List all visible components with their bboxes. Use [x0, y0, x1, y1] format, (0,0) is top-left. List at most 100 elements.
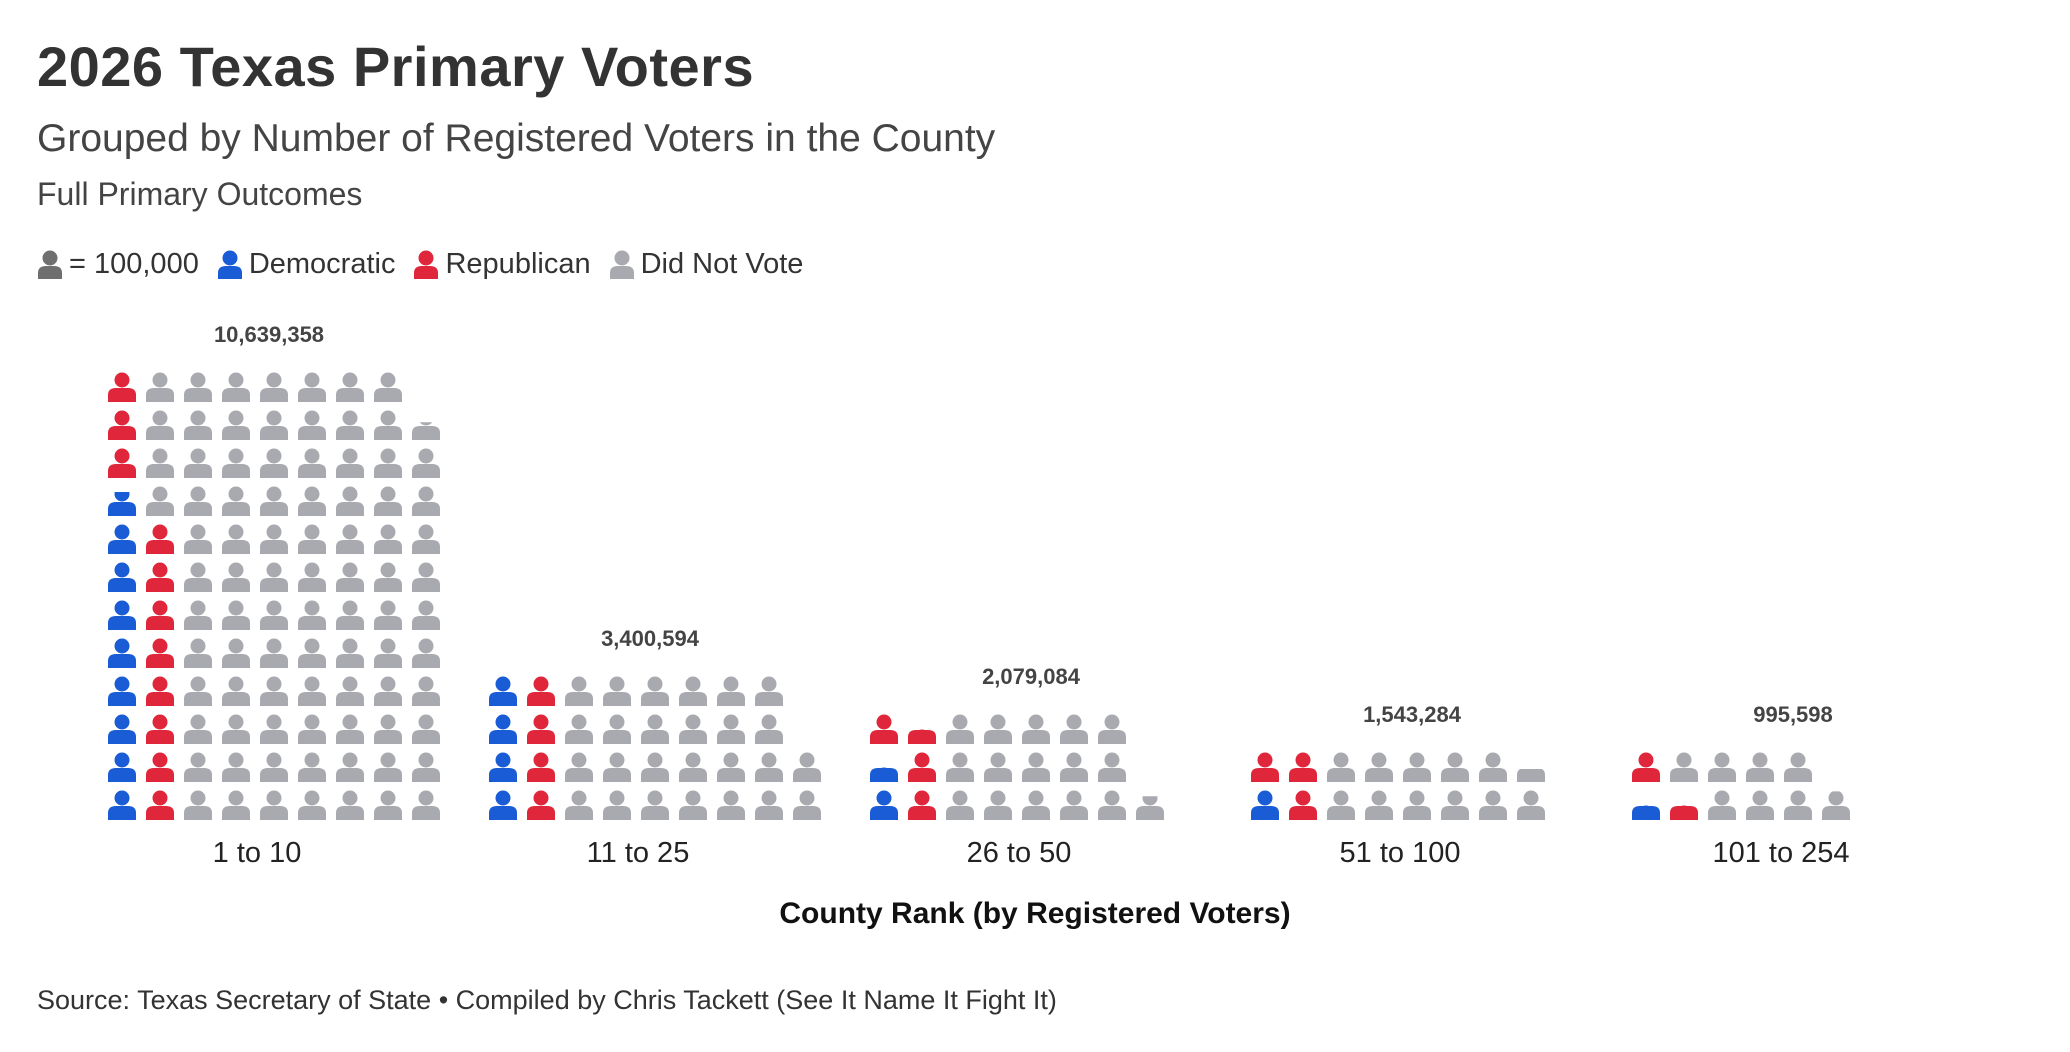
did-not-vote-icon — [374, 410, 402, 440]
did-not-vote-icon — [336, 638, 364, 668]
did-not-vote-icon — [184, 638, 212, 668]
democratic-voter-icon — [489, 714, 517, 744]
democratic-voter-icon — [108, 790, 136, 820]
did-not-vote-icon — [603, 714, 631, 744]
did-not-vote-icon — [641, 714, 669, 744]
did-not-vote-icon — [1060, 714, 1088, 744]
republican-voter-icon — [146, 600, 174, 630]
person-icon — [38, 250, 62, 279]
category-label: 26 to 50 — [967, 837, 1072, 869]
did-not-vote-icon — [1670, 752, 1698, 782]
total-label: 2,079,084 — [982, 664, 1081, 689]
did-not-vote-icon — [374, 372, 402, 402]
legend-republican-label: Republican — [445, 247, 591, 280]
did-not-vote-icon — [184, 372, 212, 402]
did-not-vote-icon — [679, 752, 707, 782]
republican-voter-icon — [146, 638, 174, 668]
did-not-vote-icon — [374, 676, 402, 706]
republican-voter-icon — [146, 790, 174, 820]
did-not-vote-icon — [1479, 790, 1507, 820]
did-not-vote-icon — [1479, 752, 1507, 782]
legend-item-republican: Republican — [413, 247, 591, 281]
did-not-vote-icon — [336, 752, 364, 782]
did-not-vote-icon — [374, 752, 402, 782]
did-not-vote-icon — [184, 562, 212, 592]
legend-democratic-label: Democratic — [248, 247, 396, 280]
did-not-vote-icon — [1403, 752, 1431, 782]
did-not-vote-icon — [412, 486, 440, 516]
person-icon — [414, 250, 439, 279]
did-not-vote-icon — [146, 410, 174, 440]
did-not-vote-icon — [374, 638, 402, 668]
did-not-vote-icon — [298, 372, 326, 402]
did-not-vote-icon — [336, 448, 364, 478]
did-not-vote-icon — [984, 752, 1012, 782]
did-not-vote-icon — [412, 638, 440, 668]
did-not-vote-icon — [641, 676, 669, 706]
did-not-vote-icon — [298, 752, 326, 782]
chart-title: 2026 Texas Primary Voters — [37, 35, 755, 98]
did-not-vote-icon — [717, 752, 745, 782]
category-label: 1 to 10 — [213, 837, 302, 869]
did-not-vote-icon — [946, 752, 974, 782]
democratic-voter-icon — [108, 492, 136, 516]
did-not-vote-icon — [412, 422, 440, 440]
did-not-vote-icon — [298, 714, 326, 744]
democratic-voter-icon — [489, 790, 517, 820]
did-not-vote-icon — [641, 790, 669, 820]
did-not-vote-icon — [222, 600, 250, 630]
did-not-vote-icon — [1136, 796, 1164, 820]
republican-voter-icon — [108, 410, 136, 440]
republican-voter-icon — [146, 752, 174, 782]
legend-item-did-not-vote: Did Not Vote — [609, 248, 803, 281]
democratic-voter-icon — [489, 676, 517, 706]
did-not-vote-icon — [603, 752, 631, 782]
did-not-vote-icon — [222, 638, 250, 668]
did-not-vote-icon — [222, 562, 250, 592]
did-not-vote-icon — [1708, 790, 1736, 820]
democratic-voter-icon — [870, 767, 898, 782]
category-label: 101 to 254 — [1712, 837, 1849, 869]
did-not-vote-icon — [184, 714, 212, 744]
did-not-vote-icon — [755, 790, 783, 820]
did-not-vote-icon — [679, 676, 707, 706]
category-group: 1,543,284 51 to 100 — [1251, 702, 1545, 869]
did-not-vote-icon — [1441, 790, 1469, 820]
did-not-vote-icon — [222, 486, 250, 516]
did-not-vote-icon — [222, 372, 250, 402]
did-not-vote-icon — [1822, 791, 1850, 820]
republican-voter-icon — [527, 714, 555, 744]
did-not-vote-icon — [1327, 752, 1355, 782]
did-not-vote-icon — [1517, 769, 1545, 782]
did-not-vote-icon — [717, 714, 745, 744]
democratic-voter-icon — [108, 562, 136, 592]
democratic-voter-icon — [1251, 790, 1279, 820]
did-not-vote-icon — [793, 790, 821, 820]
did-not-vote-icon — [298, 448, 326, 478]
did-not-vote-icon — [336, 372, 364, 402]
did-not-vote-icon — [984, 714, 1012, 744]
did-not-vote-icon — [260, 486, 288, 516]
republican-voter-icon — [108, 372, 136, 402]
did-not-vote-icon — [222, 524, 250, 554]
democratic-voter-icon — [108, 714, 136, 744]
republican-voter-icon — [146, 562, 174, 592]
did-not-vote-icon — [222, 752, 250, 782]
did-not-vote-icon — [260, 600, 288, 630]
did-not-vote-icon — [1022, 752, 1050, 782]
did-not-vote-icon — [260, 562, 288, 592]
did-not-vote-icon — [641, 752, 669, 782]
republican-voter-icon — [1670, 805, 1698, 820]
did-not-vote-icon — [755, 676, 783, 706]
democratic-voter-icon — [108, 524, 136, 554]
pictogram-chart: 10,639,358 1 to 10 3,400,594 11 to 25 2,079,… — [108, 322, 1850, 869]
person-icon — [217, 250, 242, 279]
democratic-voter-icon — [1632, 805, 1660, 820]
chart-subtitle: Grouped by Number of Registered Voters i… — [37, 117, 996, 160]
republican-voter-icon — [146, 524, 174, 554]
did-not-vote-icon — [260, 638, 288, 668]
did-not-vote-icon — [412, 448, 440, 478]
did-not-vote-icon — [1784, 790, 1812, 820]
did-not-vote-icon — [946, 714, 974, 744]
did-not-vote-icon — [222, 448, 250, 478]
